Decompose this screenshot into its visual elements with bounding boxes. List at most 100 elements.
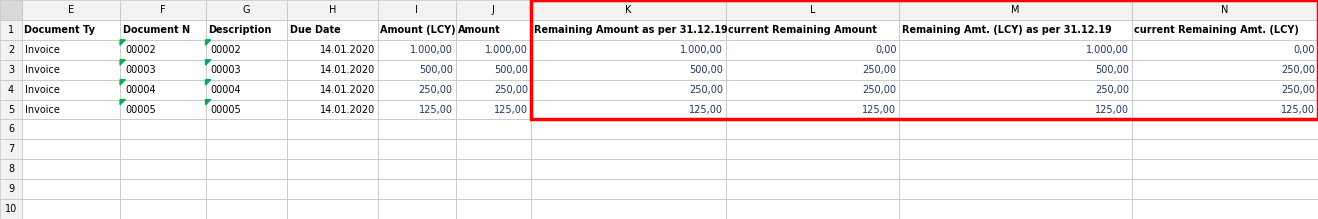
Bar bbox=[456, 60, 531, 80]
Bar bbox=[899, 80, 1132, 100]
Bar bbox=[206, 0, 287, 20]
Text: 250,00: 250,00 bbox=[1281, 65, 1315, 75]
Bar bbox=[531, 80, 726, 100]
Bar bbox=[899, 199, 1132, 219]
Bar bbox=[0, 179, 22, 199]
Bar bbox=[456, 20, 531, 40]
Bar bbox=[287, 179, 378, 199]
Bar bbox=[120, 199, 206, 219]
Text: 1.000,00: 1.000,00 bbox=[680, 45, 724, 55]
Bar bbox=[120, 40, 206, 60]
Text: Due Date: Due Date bbox=[290, 25, 340, 35]
Text: 500,00: 500,00 bbox=[689, 65, 724, 75]
Bar bbox=[726, 199, 899, 219]
Bar bbox=[726, 159, 899, 179]
Polygon shape bbox=[120, 100, 125, 105]
Bar bbox=[22, 40, 120, 60]
Bar bbox=[287, 40, 378, 60]
Bar bbox=[1132, 0, 1318, 20]
Bar bbox=[456, 80, 531, 100]
Text: 500,00: 500,00 bbox=[1095, 65, 1130, 75]
Text: 00004: 00004 bbox=[211, 85, 241, 95]
Bar bbox=[1132, 199, 1318, 219]
Text: Document N: Document N bbox=[123, 25, 190, 35]
Polygon shape bbox=[120, 60, 125, 65]
Bar bbox=[287, 0, 378, 20]
Text: 125,00: 125,00 bbox=[862, 104, 896, 115]
Text: 9: 9 bbox=[8, 184, 14, 194]
Polygon shape bbox=[206, 80, 211, 85]
Bar bbox=[120, 20, 206, 40]
Text: Amount: Amount bbox=[459, 25, 501, 35]
Bar bbox=[0, 80, 22, 100]
Bar bbox=[120, 179, 206, 199]
Text: 14.01.2020: 14.01.2020 bbox=[319, 65, 374, 75]
Bar bbox=[1132, 20, 1318, 40]
Text: 7: 7 bbox=[8, 144, 14, 154]
Bar bbox=[22, 60, 120, 80]
Text: N: N bbox=[1222, 5, 1228, 15]
Bar bbox=[456, 159, 531, 179]
Bar bbox=[456, 139, 531, 159]
Text: current Remaining Amt. (LCY): current Remaining Amt. (LCY) bbox=[1135, 25, 1300, 35]
Bar bbox=[287, 80, 378, 100]
Bar bbox=[0, 119, 22, 139]
Text: 00004: 00004 bbox=[125, 85, 156, 95]
Text: 6: 6 bbox=[8, 124, 14, 134]
Bar bbox=[899, 40, 1132, 60]
Bar bbox=[206, 179, 287, 199]
Bar bbox=[899, 60, 1132, 80]
Bar bbox=[378, 60, 456, 80]
Text: 1.000,00: 1.000,00 bbox=[410, 45, 452, 55]
Bar bbox=[726, 80, 899, 100]
Text: 250,00: 250,00 bbox=[1281, 85, 1315, 95]
Text: I: I bbox=[415, 5, 418, 15]
Bar bbox=[0, 159, 22, 179]
Bar bbox=[531, 199, 726, 219]
Text: current Remaining Amount: current Remaining Amount bbox=[729, 25, 878, 35]
Text: 4: 4 bbox=[8, 85, 14, 95]
Bar bbox=[1132, 159, 1318, 179]
Bar bbox=[206, 60, 287, 80]
Text: 1.000,00: 1.000,00 bbox=[1086, 45, 1130, 55]
Text: Remaining Amt. (LCY) as per 31.12.19: Remaining Amt. (LCY) as per 31.12.19 bbox=[902, 25, 1111, 35]
Text: Invoice: Invoice bbox=[25, 45, 59, 55]
Bar bbox=[899, 0, 1132, 20]
Bar bbox=[120, 60, 206, 80]
Text: Document Ty: Document Ty bbox=[25, 25, 95, 35]
Bar bbox=[206, 119, 287, 139]
Bar bbox=[899, 20, 1132, 40]
Bar bbox=[899, 119, 1132, 139]
Text: 14.01.2020: 14.01.2020 bbox=[319, 45, 374, 55]
Bar bbox=[287, 119, 378, 139]
Bar bbox=[378, 119, 456, 139]
Bar bbox=[531, 179, 726, 199]
Text: 250,00: 250,00 bbox=[1095, 85, 1130, 95]
Text: 14.01.2020: 14.01.2020 bbox=[319, 104, 374, 115]
Bar bbox=[1132, 100, 1318, 119]
Bar bbox=[22, 199, 120, 219]
Text: 250,00: 250,00 bbox=[862, 65, 896, 75]
Bar bbox=[120, 80, 206, 100]
Text: L: L bbox=[811, 5, 816, 15]
Bar bbox=[22, 119, 120, 139]
Bar bbox=[22, 159, 120, 179]
Bar bbox=[22, 80, 120, 100]
Bar bbox=[726, 60, 899, 80]
Text: 00005: 00005 bbox=[211, 104, 241, 115]
Text: 14.01.2020: 14.01.2020 bbox=[319, 85, 374, 95]
Bar bbox=[899, 159, 1132, 179]
Text: 00002: 00002 bbox=[211, 45, 241, 55]
Polygon shape bbox=[206, 100, 211, 105]
Bar bbox=[287, 60, 378, 80]
Text: Amount (LCY): Amount (LCY) bbox=[380, 25, 456, 35]
Text: 125,00: 125,00 bbox=[419, 104, 452, 115]
Bar bbox=[287, 100, 378, 119]
Bar bbox=[287, 199, 378, 219]
Text: 125,00: 125,00 bbox=[689, 104, 724, 115]
Bar bbox=[287, 20, 378, 40]
Bar bbox=[378, 100, 456, 119]
Bar bbox=[531, 159, 726, 179]
Text: 3: 3 bbox=[8, 65, 14, 75]
Bar bbox=[120, 139, 206, 159]
